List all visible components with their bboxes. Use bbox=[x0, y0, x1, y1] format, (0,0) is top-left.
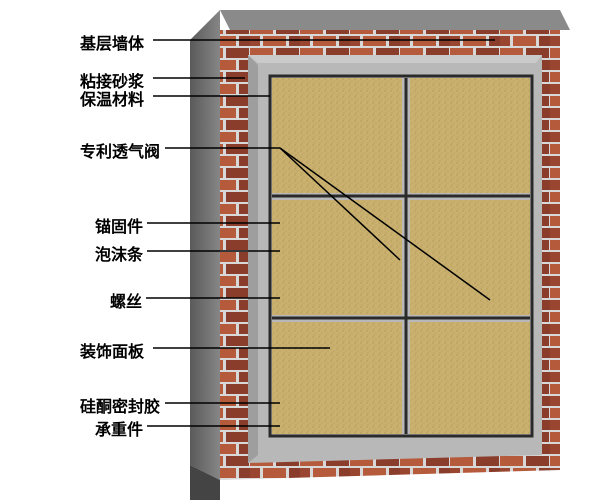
diagram-canvas: 基层墙体 粘接砂浆 保温材料 专利透气阀 锚固件 泡沫条 螺丝 装饰面板 硅酮密… bbox=[0, 0, 600, 500]
label-screw: 螺丝 bbox=[110, 288, 142, 312]
label-silicone-sealant: 硅酮密封胶 bbox=[80, 393, 160, 417]
label-decor-panel: 装饰面板 bbox=[80, 338, 144, 362]
label-insulation: 保温材料 bbox=[80, 86, 144, 110]
label-load-bearing: 承重件 bbox=[95, 416, 143, 440]
label-foam-strip: 泡沫条 bbox=[95, 241, 143, 265]
label-base-wall: 基层墙体 bbox=[80, 30, 144, 54]
label-anchor: 锚固件 bbox=[95, 213, 143, 237]
label-vent-valve: 专利透气阀 bbox=[80, 138, 160, 162]
